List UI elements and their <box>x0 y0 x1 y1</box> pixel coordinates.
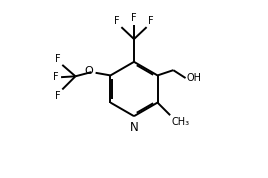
Text: CH₃: CH₃ <box>171 117 189 127</box>
Text: OH: OH <box>187 73 202 83</box>
Text: F: F <box>131 13 137 23</box>
Text: N: N <box>130 121 138 134</box>
Text: F: F <box>53 72 59 82</box>
Text: F: F <box>114 16 120 26</box>
Text: F: F <box>148 16 154 26</box>
Text: O: O <box>85 66 94 76</box>
Text: F: F <box>55 54 61 64</box>
Text: F: F <box>55 91 61 101</box>
